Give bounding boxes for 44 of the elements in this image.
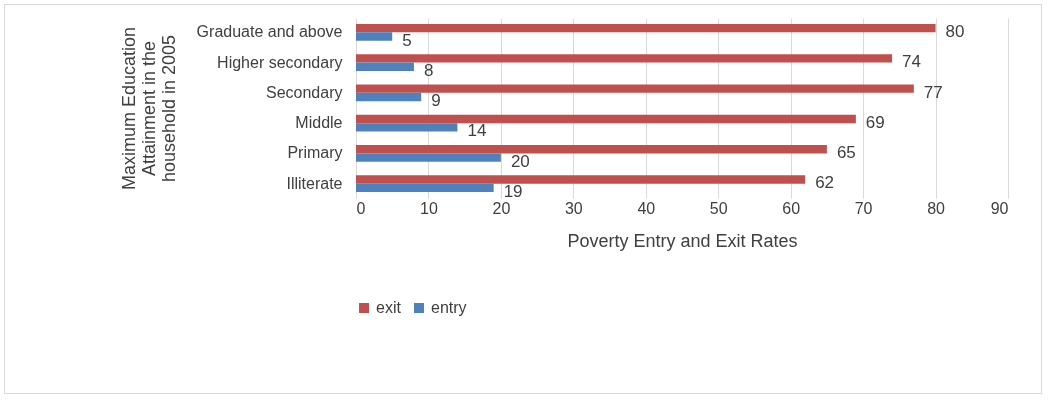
data-label: 19 bbox=[503, 181, 523, 201]
x-tick-label: 90 bbox=[990, 199, 1009, 217]
x-tick-label: 30 bbox=[564, 199, 583, 217]
data-label: 62 bbox=[815, 173, 835, 193]
bar bbox=[356, 84, 914, 93]
y-tick-label: Middle bbox=[295, 114, 343, 132]
y-tick-label: Graduate and above bbox=[196, 23, 343, 41]
data-label: 80 bbox=[945, 22, 965, 42]
data-label: 20 bbox=[510, 151, 530, 171]
x-tick-label: 10 bbox=[420, 199, 438, 217]
data-label: 14 bbox=[467, 121, 487, 141]
data-label: 77 bbox=[923, 82, 943, 102]
bar bbox=[356, 183, 494, 192]
bar bbox=[356, 24, 936, 33]
x-tick-label: 80 bbox=[927, 199, 946, 217]
bar bbox=[356, 92, 422, 102]
x-tick-label: 40 bbox=[637, 199, 656, 217]
y-tick-label: Primary bbox=[287, 144, 343, 162]
x-tick-label: 50 bbox=[709, 199, 728, 217]
y-tick-label: Secondary bbox=[266, 83, 343, 101]
x-tick-label: 60 bbox=[782, 199, 801, 217]
bar bbox=[356, 153, 501, 162]
data-label: 65 bbox=[836, 143, 856, 163]
x-tick-label: 70 bbox=[854, 199, 873, 217]
bar bbox=[356, 62, 414, 71]
bar bbox=[356, 114, 856, 124]
legend-label: entry bbox=[431, 299, 467, 316]
bar bbox=[356, 175, 806, 184]
data-label: 8 bbox=[423, 60, 434, 80]
y-tick-label: Higher secondary bbox=[217, 53, 343, 71]
data-label: 69 bbox=[865, 112, 885, 132]
data-label: 74 bbox=[902, 52, 922, 72]
bar bbox=[356, 54, 893, 63]
x-axis-title: Poverty Entry and Exit Rates bbox=[567, 230, 798, 251]
legend-label: exit bbox=[376, 299, 402, 316]
bar bbox=[356, 123, 458, 132]
y-axis-title: Maximum Education Attainment in the household in 2005 bbox=[118, 26, 179, 191]
x-tick-label: 20 bbox=[492, 199, 511, 217]
bar bbox=[356, 145, 827, 154]
x-tick-label: 0 bbox=[356, 199, 366, 217]
y-tick-label: Illiterate bbox=[286, 174, 343, 192]
data-label: 9 bbox=[431, 91, 441, 111]
bar bbox=[356, 32, 393, 41]
data-label: 5 bbox=[402, 30, 412, 50]
